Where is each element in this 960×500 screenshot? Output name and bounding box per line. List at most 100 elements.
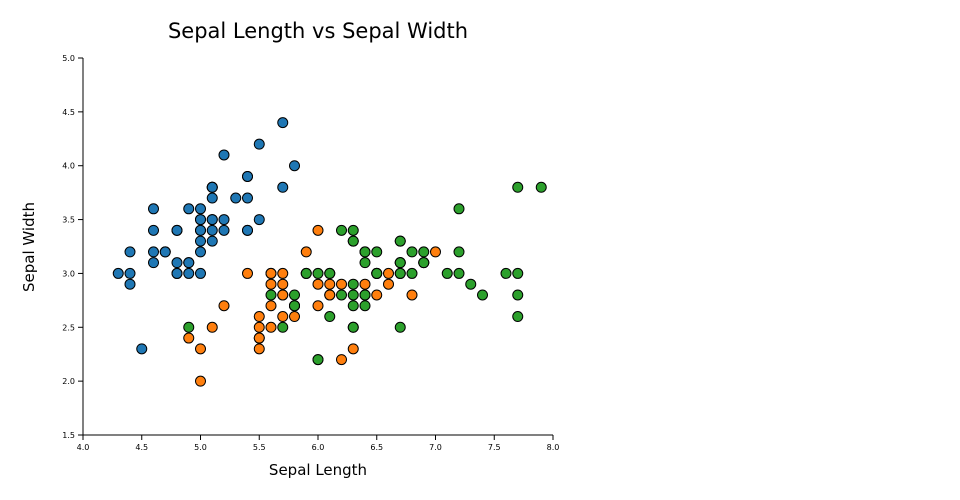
data-point-series-1 (195, 214, 206, 226)
data-point-series-2 (383, 278, 394, 290)
data-point-series-3 (394, 235, 406, 247)
x-tick-label: 6.5 (370, 443, 383, 452)
data-point-series-3 (265, 289, 277, 301)
y-tick-label: 3.0 (62, 269, 75, 278)
data-point-series-1 (124, 246, 136, 258)
x-tick-label: 5.5 (253, 443, 266, 452)
data-point-series-3 (500, 267, 512, 279)
data-point-series-2 (277, 267, 289, 279)
data-point-series-3 (336, 224, 347, 236)
data-point-series-3 (347, 300, 359, 312)
y-axis-ticks: 1.5 2.0 2.5 3.0 3.5 4.0 4.5 5.0 (62, 54, 83, 440)
data-point-series-2 (324, 278, 336, 290)
data-point-series-1 (171, 257, 183, 269)
data-point-series-1 (148, 203, 159, 215)
data-point-series-2 (289, 311, 300, 323)
y-tick-label: 5.0 (62, 54, 75, 63)
x-tick-label: 4.5 (135, 443, 148, 452)
data-point-series-1 (230, 192, 242, 204)
data-point-series-1 (277, 181, 289, 193)
data-point-series-3 (406, 267, 418, 279)
data-point-series-1 (289, 160, 300, 172)
data-point-series-3 (394, 267, 406, 279)
data-point-series-2 (336, 354, 347, 366)
data-point-series-2 (324, 289, 336, 301)
data-point-series-2 (406, 289, 418, 301)
data-point-series-3 (418, 257, 430, 269)
data-point-series-2 (383, 267, 394, 279)
data-point-series-3 (512, 267, 524, 279)
data-point-series-1 (124, 278, 136, 290)
data-point-series-3 (477, 289, 488, 301)
data-point-series-1 (206, 214, 218, 226)
y-tick-label: 3.5 (62, 216, 75, 225)
data-point-series-1 (206, 181, 218, 193)
data-point-series-3 (512, 181, 524, 193)
data-point-series-3 (535, 181, 547, 193)
data-point-series-2 (183, 332, 195, 344)
data-point-series-2 (265, 321, 277, 333)
data-point-series-2 (336, 278, 347, 290)
data-point-series-3 (371, 246, 383, 258)
y-tick-label: 4.0 (62, 162, 75, 171)
data-point-series-3 (347, 224, 359, 236)
x-tick-label: 7.0 (429, 443, 442, 452)
data-point-series-3 (359, 300, 371, 312)
data-point-series-3 (359, 257, 371, 269)
data-point-series-1 (171, 224, 183, 236)
data-point-series-2 (253, 343, 265, 355)
data-point-series-3 (347, 235, 359, 247)
data-point-series-1 (195, 224, 206, 236)
data-point-series-3 (347, 289, 359, 301)
data-point-series-2 (312, 224, 324, 236)
data-point-series-1 (206, 224, 218, 236)
data-point-series-1 (148, 257, 159, 269)
data-point-series-1 (242, 170, 253, 182)
data-point-series-3 (277, 321, 289, 333)
data-point-series-3 (183, 321, 195, 333)
data-point-series-3 (371, 267, 383, 279)
data-point-series-3 (324, 267, 336, 279)
data-point-series-1 (242, 224, 253, 236)
x-tick-label: 5.0 (194, 443, 207, 452)
y-axis-title: Sepal Width (20, 202, 38, 292)
data-point-series-1 (148, 224, 159, 236)
data-point-series-3 (289, 289, 300, 301)
x-tick-label: 4.0 (77, 443, 90, 452)
plot-area: 4.0 4.5 5.0 5.5 6.0 6.5 7.0 7.5 8.0 1.5 2.0 2.5 3.0… (62, 54, 559, 452)
data-point-series-1 (206, 192, 218, 204)
data-point-series-3 (359, 289, 371, 301)
data-point-series-1 (218, 214, 230, 226)
y-tick-label: 2.0 (62, 377, 75, 386)
x-axis-ticks: 4.0 4.5 5.0 5.5 6.0 6.5 7.0 7.5 8.0 (77, 435, 560, 452)
x-axis-title: Sepal Length (269, 461, 367, 479)
y-tick-label: 4.5 (62, 108, 75, 117)
data-point-series-1 (124, 267, 136, 279)
data-point-series-1 (218, 149, 230, 161)
data-point-series-1 (253, 214, 265, 226)
data-point-series-2 (253, 321, 265, 333)
data-point-series-2 (218, 300, 230, 312)
data-point-series-3 (394, 321, 406, 333)
data-point-series-2 (253, 311, 265, 323)
data-point-series-1 (136, 343, 148, 355)
data-point-series-2 (371, 289, 383, 301)
data-point-series-1 (195, 235, 206, 247)
data-point-series-1 (253, 138, 265, 150)
data-point-series-2 (277, 311, 289, 323)
data-point-series-3 (512, 311, 524, 323)
data-point-series-2 (430, 246, 441, 258)
data-point-series-2 (265, 267, 277, 279)
data-point-series-1 (218, 224, 230, 236)
data-point-series-2 (347, 343, 359, 355)
chart-title: Sepal Length vs Sepal Width (168, 19, 468, 43)
data-points (112, 117, 547, 387)
data-point-series-1 (183, 267, 195, 279)
data-point-series-3 (465, 278, 477, 290)
data-point-series-3 (453, 203, 465, 215)
data-point-series-1 (195, 246, 206, 258)
data-point-series-2 (312, 278, 324, 290)
x-tick-label: 8.0 (547, 443, 560, 452)
data-point-series-2 (265, 278, 277, 290)
